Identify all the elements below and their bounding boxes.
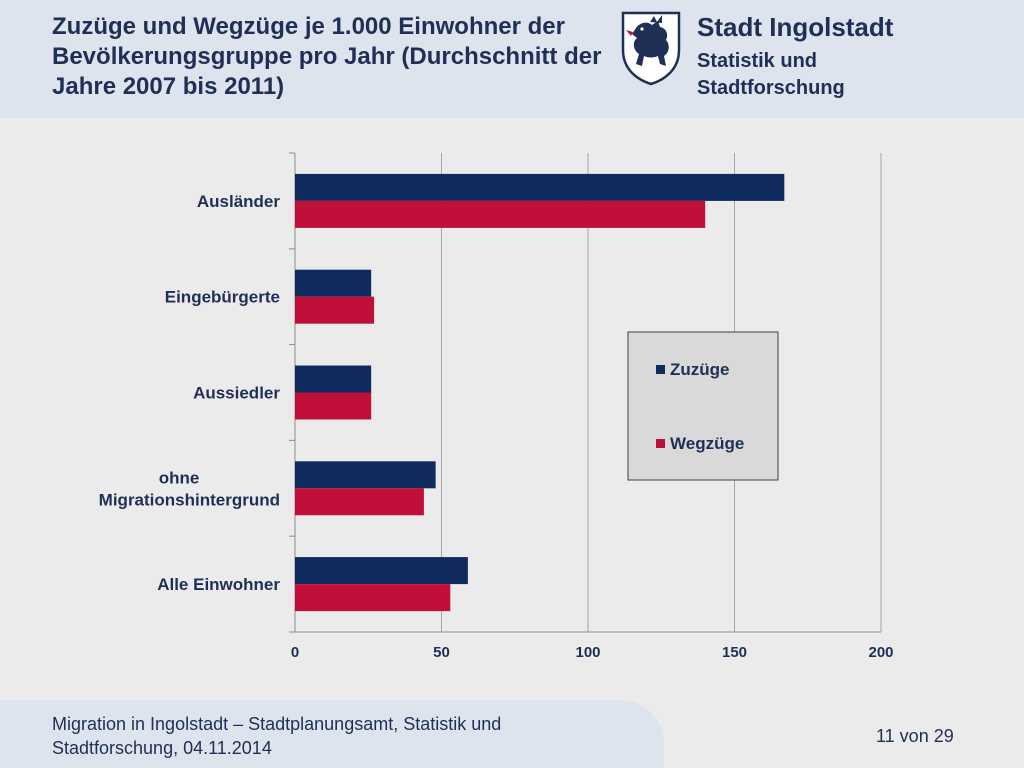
- slide-title: Zuzüge und Wegzüge je 1.000 Einwohner de…: [52, 13, 602, 100]
- legend-label-zuzuege: Zuzüge: [670, 360, 730, 379]
- legend-swatch-zuzuege: [656, 365, 665, 374]
- footer-text: Migration in Ingolstadt – Stadtplanungsa…: [52, 714, 502, 758]
- org-subtitle: Statistik und Stadtforschung: [697, 50, 845, 99]
- bar-zuzuege: [295, 461, 436, 489]
- category-label: Ausländer: [197, 192, 281, 211]
- category-label: Alle Einwohner: [157, 575, 280, 594]
- header: [0, 0, 1024, 118]
- legend-label-wegzuege: Wegzüge: [670, 434, 744, 453]
- org-name: Stadt Ingolstadt: [697, 12, 894, 42]
- ingolstadt-panther-crest-icon: [621, 11, 681, 86]
- category-label: Eingebürgerte: [165, 288, 280, 307]
- x-tick-label: 50: [433, 644, 450, 661]
- bar-zuzuege: [295, 173, 785, 201]
- legend-box: [627, 331, 779, 481]
- x-tick-label: 0: [291, 644, 299, 661]
- bar-zuzuege: [295, 269, 372, 297]
- bar-zuzuege: [295, 557, 468, 585]
- bar-wegzuege: [295, 296, 375, 324]
- page-number: 11 von 29: [876, 726, 954, 746]
- bar-chart: Ausländer Eingebürgerte Aussiedler ohne Migr…: [99, 152, 894, 661]
- category-label: ohne Migrationshintergrund: [99, 468, 280, 509]
- category-label: Aussiedler: [193, 384, 280, 403]
- bar-wegzuege: [295, 392, 372, 420]
- footer-panel: [0, 700, 664, 768]
- legend-swatch-wegzuege: [656, 439, 665, 448]
- x-tick-label: 100: [575, 644, 600, 661]
- bar-wegzuege: [295, 584, 451, 612]
- x-tick-label: 150: [722, 644, 747, 661]
- bar-wegzuege: [295, 200, 706, 228]
- x-tick-label: 200: [868, 644, 893, 661]
- bar-wegzuege: [295, 488, 424, 516]
- bar-zuzuege: [295, 365, 372, 393]
